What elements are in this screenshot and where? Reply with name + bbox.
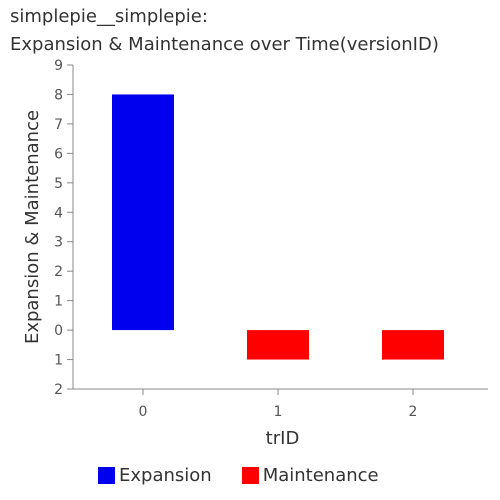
x-tick-label: 1: [274, 404, 283, 420]
legend-swatch-maintenance: [241, 467, 259, 484]
bar-maintenance-2: [382, 330, 444, 360]
x-tick-label: 2: [409, 404, 418, 420]
bar-expansion-0: [112, 94, 174, 331]
y-tick-label: 5: [54, 176, 63, 192]
legend: Expansion Maintenance: [98, 465, 409, 486]
y-tick-label: 3: [54, 235, 63, 251]
x-axis-label: trID: [266, 428, 300, 449]
y-tick-label: 0: [54, 323, 63, 339]
y-tick-label: 9: [54, 58, 63, 74]
x-tick-label: 0: [139, 404, 148, 420]
legend-label-maintenance: Maintenance: [262, 465, 379, 486]
y-tick-label: 7: [54, 117, 63, 133]
y-tick-label: 8: [54, 87, 63, 103]
bar-maintenance-1: [247, 330, 309, 360]
legend-item-expansion[interactable]: Expansion: [98, 465, 212, 486]
legend-item-maintenance[interactable]: Maintenance: [241, 465, 379, 486]
y-tick-label: 1: [54, 294, 63, 310]
y-tick-label: 2: [54, 382, 63, 398]
y-tick-label: 4: [54, 205, 63, 221]
y-tick-label: 2: [54, 264, 63, 280]
chart-plot: 9 8 7 6 5 4 3 2 1 0 1 2 0 1 2 trID Expansion & Maintenan…: [22, 58, 488, 449]
chart-title-line-2: Expansion & Maintenance over Time(versio…: [10, 34, 439, 55]
legend-label-expansion: Expansion: [119, 465, 212, 486]
y-tick-label: 1: [54, 353, 63, 369]
y-tick-label: 6: [54, 146, 63, 162]
y-axis-label: Expansion & Maintenance: [22, 110, 43, 344]
chart-title-line-1: simplepie__simplepie:: [10, 6, 208, 27]
legend-swatch-expansion: [98, 467, 115, 484]
